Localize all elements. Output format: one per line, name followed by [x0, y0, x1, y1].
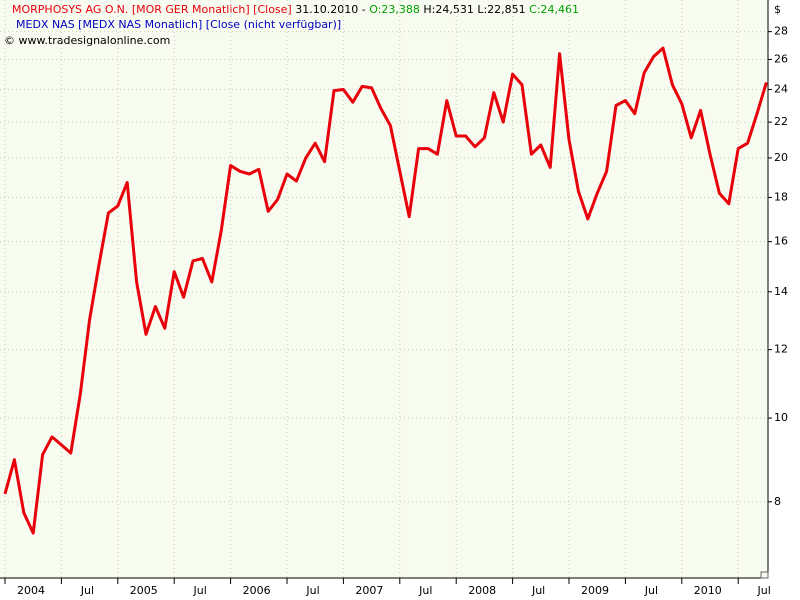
- y-tick-label: 16: [774, 235, 788, 248]
- legend-high-low: H:24,531 L:22,851: [423, 3, 525, 16]
- x-tick-label: Jul: [193, 584, 207, 597]
- x-tick-label: 2006: [243, 584, 271, 597]
- legend-second-series: MEDX NAS [MEDX NAS Monatlich] [Close (ni…: [16, 18, 341, 31]
- legend-close: C:24,461: [529, 3, 579, 16]
- x-tick-label: 2004: [17, 584, 45, 597]
- x-tick-label: Jul: [80, 584, 94, 597]
- y-axis-label: $: [774, 3, 781, 16]
- y-tick-label: 14: [774, 285, 788, 298]
- x-tick-label: 2010: [694, 584, 722, 597]
- legend-name: MORPHOSYS AG O.N. [MOR GER Monatlich] [C…: [12, 3, 292, 16]
- legend-open: O:23,388: [369, 3, 420, 16]
- x-tick-label: Jul: [305, 584, 319, 597]
- y-tick-label: 8: [774, 495, 781, 508]
- x-tick-label: Jul: [757, 584, 771, 597]
- x-tick-label: 2008: [468, 584, 496, 597]
- x-tick-label: 2005: [130, 584, 158, 597]
- price-line: [3, 46, 768, 535]
- y-tick-label: 26: [774, 52, 788, 65]
- y-tick-label: 20: [774, 151, 788, 164]
- y-tick-label: 18: [774, 190, 788, 203]
- x-tick-label: Jul: [644, 584, 658, 597]
- x-tick-label: Jul: [418, 584, 432, 597]
- x-tick-label: 2007: [355, 584, 383, 597]
- copyright: © www.tradesignalonline.com: [4, 34, 170, 47]
- legend-series: MORPHOSYS AG O.N. [MOR GER Monatlich] [C…: [12, 3, 579, 16]
- y-tick-label: 24: [774, 82, 788, 95]
- x-tick-label: 2009: [581, 584, 609, 597]
- y-tick-label: 28: [774, 25, 788, 38]
- x-tick-label: Jul: [531, 584, 545, 597]
- y-tick-label: 12: [774, 343, 788, 356]
- legend-date: 31.10.2010 -: [295, 3, 369, 16]
- y-tick-label: 10: [774, 411, 788, 424]
- resize-handle: [760, 571, 769, 579]
- plot-background: [0, 0, 768, 578]
- y-tick-label: 22: [774, 115, 788, 128]
